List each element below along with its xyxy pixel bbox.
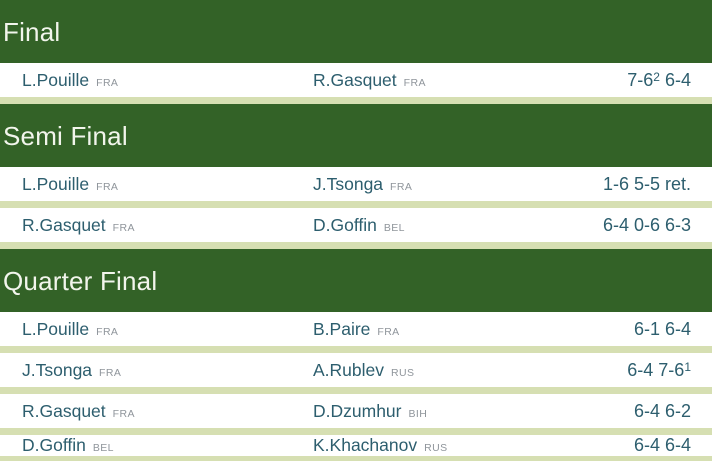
player2-country: RUS — [424, 442, 448, 454]
player2-name: D.Goffin — [313, 214, 377, 235]
round-header: Quarter Final — [0, 249, 712, 312]
score-segment: 6-4 7-6 — [627, 359, 685, 380]
match-row[interactable]: L.Pouille FRA R.Gasquet FRA 7-62 6-4 — [0, 63, 712, 104]
player2-country: RUS — [391, 366, 415, 379]
player1-name: L.Pouille — [22, 69, 90, 90]
match-row[interactable]: R.Gasquet FRA D.Goffin BEL 6-4 0-6 6-3 — [0, 208, 712, 249]
player1-country: FRA — [112, 407, 135, 420]
player1-country: FRA — [99, 366, 122, 379]
player2-cell: B.Paire FRA — [313, 319, 634, 340]
player1-cell: R.Gasquet FRA — [0, 401, 313, 422]
player2-country: BIH — [408, 407, 428, 420]
round-section: Final L.Pouille FRA R.Gasquet FRA 7-62 6-4 — [0, 0, 712, 104]
player2-name: D.Dzumhur — [313, 400, 402, 421]
round-section: Semi Final L.Pouille FRA J.Tsonga FRA 1-6 5-5… — [0, 104, 712, 249]
player2-country: FRA — [403, 76, 426, 89]
player2-name: R.Gasquet — [313, 69, 397, 90]
score-tiebreak-sup: 2 — [653, 69, 660, 84]
round-section: Quarter Final L.Pouille FRA B.Paire FRA 6-1 6… — [0, 249, 712, 461]
match-score: 1-6 5-5 ret. — [603, 174, 712, 195]
match-score: 6-4 0-6 6-3 — [603, 215, 712, 236]
round-title: Quarter Final — [3, 266, 158, 296]
score-segment: 6-4 6-2 — [633, 400, 691, 421]
player1-country: FRA — [96, 180, 119, 193]
player1-name: D.Goffin — [22, 435, 86, 455]
player2-cell: J.Tsonga FRA — [313, 174, 603, 195]
player1-cell: L.Pouille FRA — [0, 174, 313, 195]
match-row[interactable]: L.Pouille FRA J.Tsonga FRA 1-6 5-5 ret. — [0, 167, 712, 208]
player2-country: FRA — [390, 180, 413, 193]
round-title: Final — [3, 17, 61, 47]
match-row[interactable]: J.Tsonga FRA A.Rublev RUS 6-4 7-61 — [0, 353, 712, 394]
round-header: Final — [0, 0, 712, 63]
score-segment: 6-4 0-6 6-3 — [602, 214, 691, 235]
player1-name: J.Tsonga — [22, 359, 93, 380]
player2-cell: A.Rublev RUS — [313, 360, 627, 381]
player2-cell: K.Khachanov RUS — [313, 435, 634, 456]
score-segment: 7-6 — [627, 69, 654, 90]
player2-country: BEL — [383, 221, 405, 234]
player2-name: K.Khachanov — [313, 435, 418, 455]
player1-country: FRA — [96, 76, 119, 89]
match-row[interactable]: D.Goffin BEL K.Khachanov RUS 6-4 6-4 — [0, 435, 712, 461]
player1-cell: L.Pouille FRA — [0, 70, 313, 91]
round-title: Semi Final — [3, 121, 128, 151]
player1-name: L.Pouille — [22, 318, 90, 339]
match-row[interactable]: R.Gasquet FRA D.Dzumhur BIH 6-4 6-2 — [0, 394, 712, 435]
score-segment: 6-1 6-4 — [633, 318, 691, 339]
match-score: 7-62 6-4 — [627, 70, 712, 91]
player1-cell: J.Tsonga FRA — [0, 360, 313, 381]
player1-name: L.Pouille — [22, 173, 90, 194]
player1-cell: L.Pouille FRA — [0, 319, 313, 340]
score-segment: 6-4 6-4 — [633, 435, 691, 455]
match-score: 6-4 7-61 — [627, 360, 712, 381]
match-score: 6-1 6-4 — [634, 319, 712, 340]
player1-name: R.Gasquet — [22, 214, 106, 235]
match-row[interactable]: L.Pouille FRA B.Paire FRA 6-1 6-4 — [0, 312, 712, 353]
player2-name: B.Paire — [313, 318, 371, 339]
player2-name: A.Rublev — [313, 359, 385, 380]
player2-cell: D.Dzumhur BIH — [313, 401, 634, 422]
score-segment: 1-6 5-5 ret. — [602, 173, 691, 194]
match-score: 6-4 6-4 — [634, 435, 712, 456]
player1-cell: R.Gasquet FRA — [0, 215, 313, 236]
player1-country: FRA — [112, 221, 135, 234]
player2-cell: D.Goffin BEL — [313, 215, 603, 236]
player1-country: FRA — [96, 325, 119, 338]
score-segment: 6-4 — [659, 69, 691, 90]
player1-cell: D.Goffin BEL — [0, 435, 313, 456]
player2-name: J.Tsonga — [313, 173, 384, 194]
player2-cell: R.Gasquet FRA — [313, 70, 627, 91]
score-tiebreak-sup: 1 — [684, 359, 691, 374]
player1-country: BEL — [92, 442, 114, 454]
round-header: Semi Final — [0, 104, 712, 167]
player1-name: R.Gasquet — [22, 400, 106, 421]
player2-country: FRA — [377, 325, 400, 338]
match-score: 6-4 6-2 — [634, 401, 712, 422]
